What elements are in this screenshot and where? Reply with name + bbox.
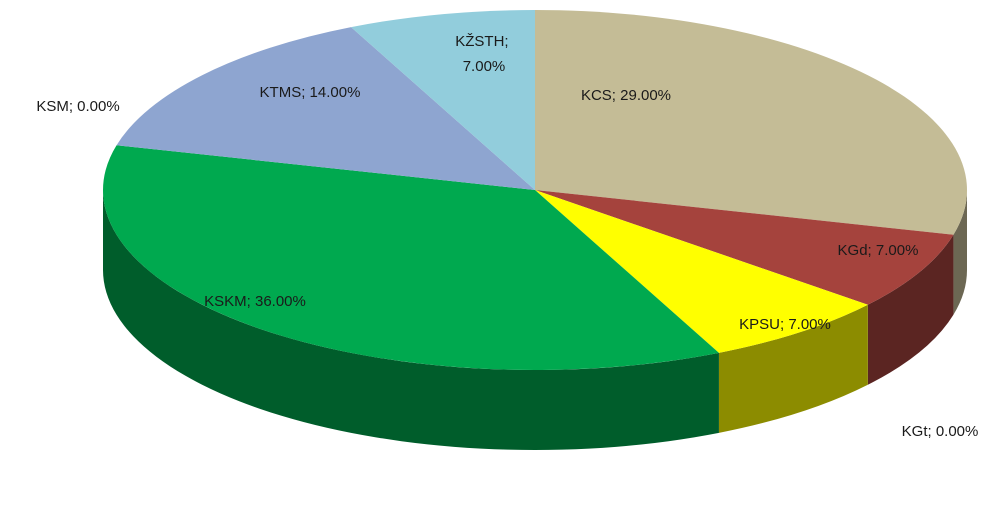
data-label: KŽSTH; 7.00%: [455, 33, 513, 75]
slice: [116, 27, 535, 190]
slice-side: [718, 304, 868, 433]
data-label: KGt; 0.00%: [902, 423, 979, 440]
data-label-line: 7.00%: [463, 58, 506, 75]
slice: [102, 145, 719, 371]
data-label: KGd; 7.00%: [838, 242, 919, 259]
data-label-line: KŽSTH;: [455, 33, 513, 50]
slice: [351, 9, 535, 190]
slice-side: [103, 190, 719, 451]
slice: [535, 190, 954, 305]
slice-side: [953, 190, 967, 315]
data-label: KSKM; 36.00%: [204, 293, 306, 310]
data-label: KPSU; 7.00%: [739, 316, 831, 333]
slice: [535, 10, 967, 235]
slice-side: [867, 234, 954, 385]
data-label: KCS; 29.00%: [581, 87, 671, 104]
slice: [535, 190, 868, 353]
data-label: KSM; 0.00%: [36, 98, 119, 115]
data-label: KTMS; 14.00%: [260, 84, 361, 101]
